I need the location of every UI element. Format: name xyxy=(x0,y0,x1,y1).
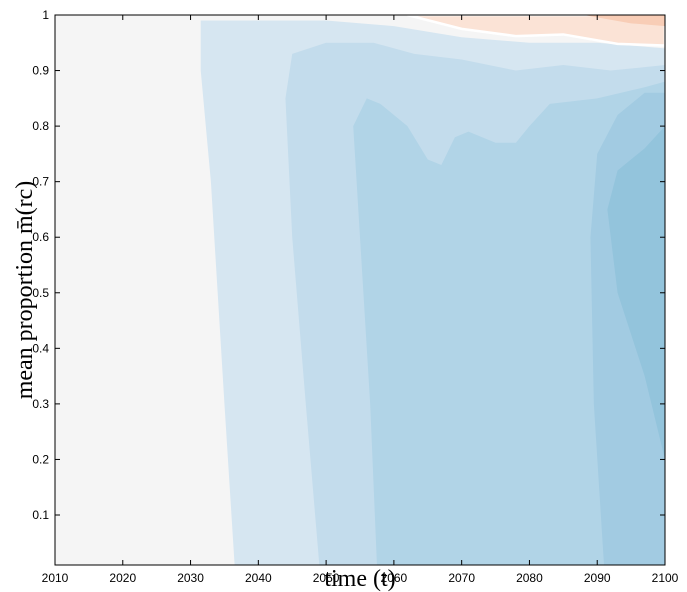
y-tick-label: 0.6 xyxy=(32,230,49,244)
y-tick-label: 0.2 xyxy=(32,452,49,466)
plot-frame xyxy=(54,14,666,566)
y-tick-label: 0.3 xyxy=(32,397,49,411)
y-tick-label: 0.4 xyxy=(32,341,49,355)
y-tick-label: 0.5 xyxy=(32,286,49,300)
y-tick-label: 0.7 xyxy=(32,175,49,189)
x-tick-label: 2100 xyxy=(652,571,679,585)
x-axis-label: time (t) xyxy=(324,566,395,592)
y-tick-label: 1 xyxy=(42,8,49,22)
y-tick-label: 0.9 xyxy=(32,64,49,78)
contour-region xyxy=(353,81,665,566)
contour-region xyxy=(607,126,665,460)
x-tick-label: 2060 xyxy=(381,571,408,585)
y-tick-label: 0.8 xyxy=(32,119,49,133)
y-axis-label: mean proportion m̄(rc) xyxy=(12,181,38,400)
x-tick-label: 2090 xyxy=(584,571,611,585)
x-tick-label: 2020 xyxy=(109,571,136,585)
x-tick-label: 2080 xyxy=(516,571,543,585)
contour-region xyxy=(583,15,665,27)
x-tick-label: 2070 xyxy=(448,571,475,585)
x-tick-label: 2050 xyxy=(313,571,340,585)
x-tick-label: 2040 xyxy=(245,571,272,585)
x-tick-label: 2010 xyxy=(42,571,69,585)
x-tick-label: 2030 xyxy=(177,571,204,585)
y-tick-label: 0.1 xyxy=(32,508,49,522)
